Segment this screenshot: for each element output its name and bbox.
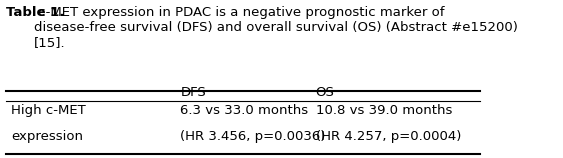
- Text: OS: OS: [316, 86, 334, 100]
- Text: High c-MET: High c-MET: [11, 103, 86, 117]
- Text: (HR 3.456, p=0.0036): (HR 3.456, p=0.0036): [180, 130, 325, 143]
- Text: expression: expression: [11, 130, 83, 143]
- Text: DFS: DFS: [180, 86, 206, 100]
- Text: Table 1.: Table 1.: [6, 6, 65, 19]
- Text: (HR 4.257, p=0.0004): (HR 4.257, p=0.0004): [316, 130, 461, 143]
- Text: c-MET expression in PDAC is a negative prognostic marker of
disease-free surviva: c-MET expression in PDAC is a negative p…: [34, 6, 517, 49]
- Text: 10.8 vs 39.0 months: 10.8 vs 39.0 months: [316, 103, 452, 117]
- Text: 6.3 vs 33.0 months: 6.3 vs 33.0 months: [180, 103, 309, 117]
